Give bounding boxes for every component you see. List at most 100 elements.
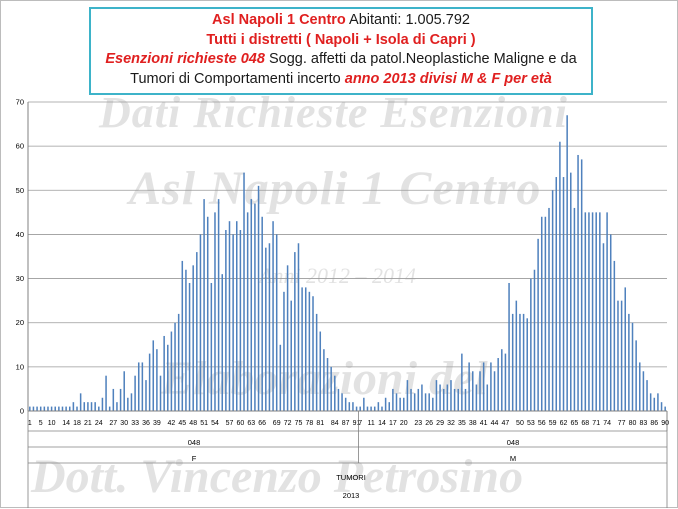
bar-m-14	[410, 388, 412, 411]
bar-f-34	[152, 340, 155, 411]
bar-m-44	[519, 313, 521, 411]
bar-m-42	[511, 313, 514, 411]
bar-f-6	[50, 406, 53, 411]
bar-f-15	[83, 402, 86, 411]
bars	[29, 115, 666, 412]
bar-m-25	[450, 380, 452, 411]
bar-f-77	[308, 291, 311, 411]
y-tick-label: 40	[16, 230, 24, 239]
bar-m-4	[373, 406, 376, 411]
x-tick-label: 30	[120, 420, 128, 427]
bar-f-27	[127, 397, 129, 411]
description-2: Tumori di Comportamenti incerto	[130, 70, 345, 87]
y-tick-label: 70	[16, 98, 24, 107]
bar-f-1	[32, 406, 35, 411]
bar-f-39	[170, 331, 173, 411]
bar-f-14	[79, 393, 82, 411]
bar-m-40	[504, 353, 507, 411]
group-code-f: 048	[188, 438, 201, 447]
bar-f-23	[112, 388, 115, 411]
population: Abitanti: 1.005.792	[345, 12, 470, 28]
x-tick-label: 17	[389, 420, 397, 427]
bar-f-36	[159, 375, 162, 411]
x-tick-label: 63	[247, 420, 255, 427]
title-line-2: Tutti i distretti ( Napoli + Isola di Ca…	[91, 31, 591, 51]
bar-m-37	[493, 371, 496, 411]
bar-f-10	[65, 406, 67, 411]
year-label: 2013	[343, 491, 360, 500]
category-label: TUMORI	[336, 473, 366, 482]
bar-m-31	[472, 371, 474, 411]
bar-f-0	[29, 406, 31, 411]
x-tick-label: 36	[142, 420, 150, 427]
bar-m-11	[399, 397, 401, 411]
bar-m-26	[453, 388, 456, 411]
x-tick-label: 32	[447, 420, 455, 427]
bar-m-56	[562, 177, 565, 411]
x-tick-label: 81	[316, 420, 324, 427]
bar-f-84	[334, 375, 336, 411]
x-tick-label: 14	[62, 420, 70, 427]
x-tick-label: 90	[661, 420, 669, 427]
bar-f-68	[275, 234, 278, 411]
x-tick-label: 77	[618, 420, 626, 427]
bar-f-90	[355, 406, 358, 411]
x-tick-label: 71	[592, 420, 600, 427]
bar-m-77	[639, 362, 641, 411]
bar-m-28	[461, 353, 463, 411]
x-tick-label: 51	[200, 420, 208, 427]
bar-m-53	[551, 190, 554, 411]
bar-f-43	[185, 269, 187, 411]
bar-m-41	[508, 282, 510, 411]
x-tick-label: 69	[273, 420, 281, 427]
bar-f-31	[141, 362, 144, 411]
bar-m-30	[468, 362, 470, 411]
x-tick-label: 66	[258, 420, 266, 427]
bar-f-28	[130, 393, 133, 411]
bar-f-4	[43, 406, 46, 411]
bar-m-7	[384, 397, 387, 411]
bar-m-20	[432, 397, 434, 411]
title-box: Asl Napoli 1 Centro Abitanti: 1.005.792 …	[89, 7, 593, 95]
bar-m-80	[649, 393, 652, 411]
y-tick-label: 10	[16, 362, 24, 371]
bar-f-26	[123, 371, 125, 411]
x-tick-label: 10	[48, 420, 56, 427]
x-tick-label: 26	[425, 420, 433, 427]
bar-f-2	[36, 406, 38, 411]
bar-f-21	[105, 375, 107, 411]
bar-m-62	[584, 212, 587, 411]
bar-m-15	[413, 393, 416, 411]
bar-m-19	[428, 393, 430, 411]
bar-m-59	[573, 207, 576, 411]
x-tick-label: 24	[95, 420, 103, 427]
bar-m-12	[403, 397, 405, 411]
bar-f-45	[192, 265, 194, 411]
bar-f-47	[199, 234, 202, 411]
bar-f-79	[315, 313, 318, 411]
bar-m-13	[406, 380, 409, 411]
x-tick-label: 1	[28, 420, 32, 427]
bar-m-72	[620, 300, 623, 411]
bar-m-1	[363, 397, 365, 411]
x-tick-label: 53	[527, 420, 535, 427]
y-tick-label: 60	[16, 142, 24, 151]
x-tick-label: 14	[378, 420, 386, 427]
bar-f-78	[312, 296, 314, 411]
y-tick-label: 30	[16, 274, 24, 283]
bar-f-32	[145, 380, 147, 411]
bar-f-35	[156, 349, 158, 411]
bar-m-78	[642, 371, 645, 411]
bar-f-52	[217, 199, 220, 411]
x-tick-label: 59	[549, 420, 557, 427]
x-tick-label: 47	[502, 420, 510, 427]
x-tick-label: 45	[178, 420, 186, 427]
x-tick-label: 29	[436, 420, 444, 427]
y-tick-label: 50	[16, 186, 24, 195]
x-tick-label: 65	[571, 420, 579, 427]
bar-f-73	[294, 252, 296, 411]
bar-m-16	[417, 388, 420, 411]
bar-f-8	[58, 406, 60, 411]
bar-m-49	[537, 238, 539, 411]
